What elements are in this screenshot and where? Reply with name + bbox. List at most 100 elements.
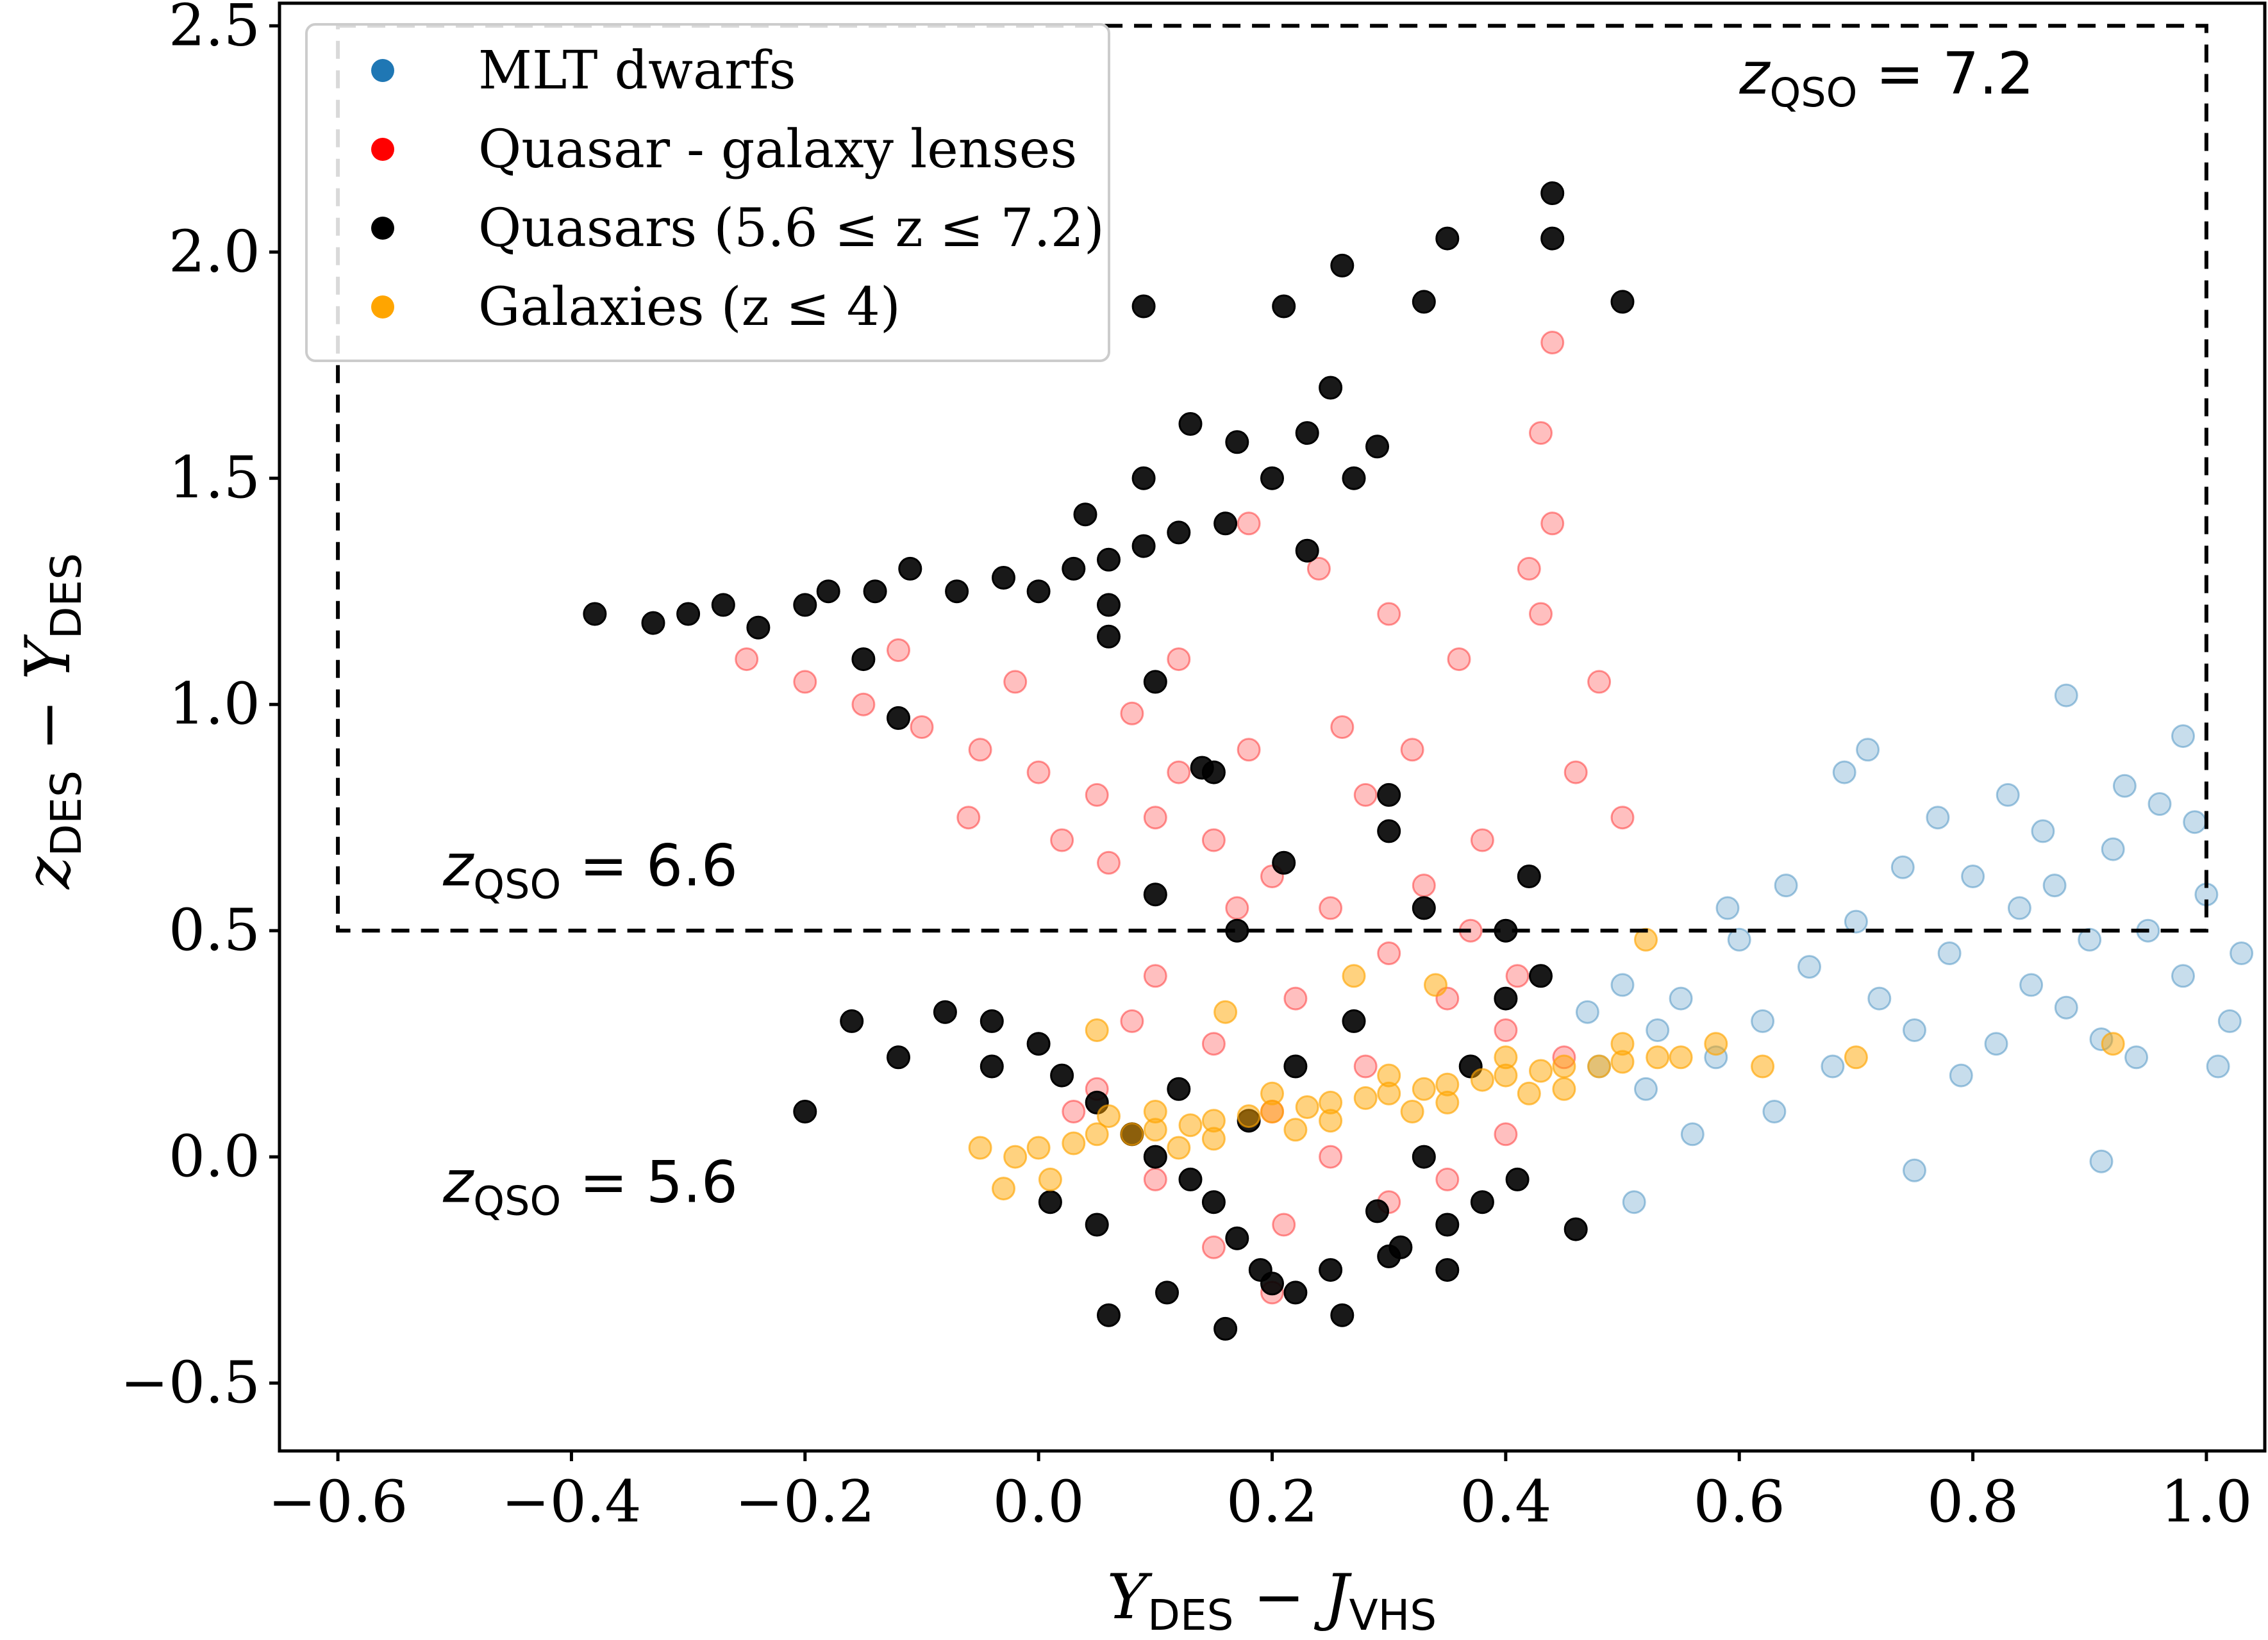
y-axis-title: zDES − YDES [12,553,91,890]
point-lens-24 [1540,331,1565,354]
point-lens-2 [851,692,876,716]
point-mlt-dwarf-48 [1903,1158,1926,1182]
point-mlt-dwarf-12 [2147,792,2172,816]
series-quasar [583,181,1635,1341]
point-quasar-54 [1026,1032,1051,1056]
point-lens-17 [1120,701,1144,725]
point-lens-54 [1400,738,1424,762]
point-lens-56 [1505,964,1530,988]
y-tick-label: 2.0 [169,218,260,285]
point-quasar-59 [1178,1167,1203,1191]
annotation-subscript: QSO [1769,69,1857,116]
point-mlt-dwarf-25 [1832,760,1856,784]
legend-box [305,23,1110,362]
point-quasar-66 [1435,1213,1460,1237]
point-lens-46 [1225,896,1249,920]
point-quasar-39 [887,706,910,730]
legend-label-mlt-dwarfs: MLT dwarfs [478,40,796,101]
point-quasar-25 [1319,376,1343,400]
point-quasar-28 [1540,181,1565,205]
point-lens-27 [1377,602,1401,626]
point-galaxy-39 [1517,1081,1541,1106]
point-lens-38 [1494,1122,1518,1147]
point-quasar-3 [711,593,735,617]
point-quasar-73 [1260,1271,1284,1296]
point-quasar-16 [1213,511,1238,536]
point-quasar-80 [793,1100,817,1123]
point-quasar-26 [1330,253,1355,277]
point-quasar-0 [583,602,607,626]
point-mlt-dwarf-30 [1797,955,1821,979]
x-tick-label: −0.2 [735,1468,876,1536]
y-axis-ticks: −0.5 0.0 0.5 1.0 1.5 2.0 2.5 [120,0,279,1416]
point-lens-22 [1540,511,1565,536]
point-quasar-50 [840,1009,864,1033]
point-lens-15 [887,638,910,662]
point-mlt-dwarf-43 [1715,896,1740,920]
point-mlt-dwarf-49 [1622,1190,1646,1214]
point-lens-21 [1529,602,1553,626]
y-tick-label: −0.5 [120,1349,260,1416]
point-mlt-dwarf-3 [1937,941,1962,965]
point-lens-50 [1563,760,1588,784]
point-galaxy-17 [1470,1068,1494,1092]
point-galaxy-27 [1143,1100,1167,1123]
point-quasar-12 [1062,556,1086,581]
y-axis-title-sub2: DES [42,553,91,639]
point-galaxy-41 [1213,1000,1238,1024]
point-galaxy-1 [1003,1145,1028,1169]
point-quasar-75 [1365,1199,1389,1223]
data-points-layer [583,181,2254,1341]
point-galaxy-34 [1552,1077,1576,1101]
x-tick-label: 1.0 [2160,1468,2252,1536]
point-lens-18 [1237,738,1261,762]
point-lens-30 [1167,647,1191,672]
point-quasar-81 [980,1054,1004,1079]
point-quasar-86 [1283,1054,1308,1079]
point-quasar-69 [1563,1217,1588,1241]
point-quasar-64 [1330,1303,1355,1327]
point-quasar-78 [1494,986,1518,1011]
point-quasar-37 [1143,670,1167,694]
point-mlt-dwarf-15 [2217,1009,2242,1033]
point-galaxy-48 [1038,1167,1062,1191]
legend-marker-galaxies [371,295,394,319]
point-lens-32 [1143,964,1167,988]
point-galaxy-3 [1062,1131,1086,1155]
point-lens-37 [1435,1167,1460,1191]
point-mlt-dwarf-18 [1949,1063,1973,1088]
point-quasar-31 [1412,290,1436,314]
point-lens-6 [1085,783,1109,807]
point-galaxy-7 [1178,1113,1203,1138]
point-quasar-45 [1412,896,1436,920]
point-quasar-29 [1540,226,1565,251]
x-tick-label: −0.4 [501,1468,642,1536]
point-quasar-44 [1517,865,1541,888]
point-quasar-30 [1610,290,1635,314]
x-tick-label: 0.6 [1694,1468,1785,1536]
point-galaxy-2 [1026,1136,1051,1160]
point-quasar-87 [1342,1009,1366,1033]
point-mlt-dwarf-42 [1762,1100,1787,1123]
point-mlt-dwarf-44 [1856,738,1880,762]
point-quasar-52 [933,1000,957,1024]
point-galaxy-26 [1751,1054,1775,1079]
point-mlt-dwarf-34 [1634,1077,1658,1101]
point-quasar-4 [746,615,771,640]
x-tick-label: 0.0 [993,1468,1085,1536]
annotation-zqso-2: zQSO = 5.6 [442,1149,738,1225]
point-lens-57 [1120,1009,1144,1033]
point-quasar-41 [1201,760,1226,784]
point-mlt-dwarf-36 [1774,874,1798,898]
point-quasar-22 [1131,466,1156,490]
point-galaxy-29 [1260,1081,1284,1106]
point-quasar-76 [1412,1145,1436,1169]
x-axis-title-mid: − J [1234,1561,1352,1633]
point-lens-7 [1143,806,1167,830]
point-quasar-61 [1225,1226,1249,1250]
point-lens-47 [1167,760,1191,784]
annotation-value: = 5.6 [561,1149,738,1216]
point-lens-48 [1050,828,1074,852]
y-tick-label: 1.5 [169,444,260,511]
point-lens-26 [1447,647,1471,672]
